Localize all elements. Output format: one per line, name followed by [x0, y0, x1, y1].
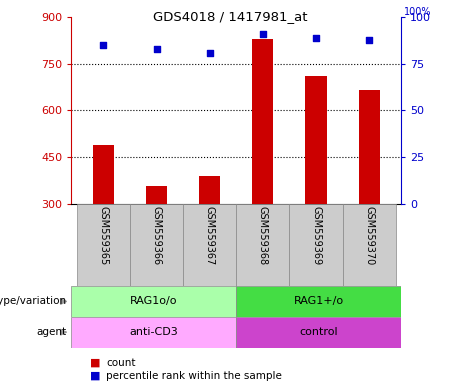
Text: percentile rank within the sample: percentile rank within the sample — [106, 371, 282, 381]
Text: GSM559366: GSM559366 — [152, 206, 161, 265]
Text: 100%: 100% — [404, 7, 432, 17]
Bar — [252, 39, 273, 204]
Bar — [130, 204, 183, 286]
Bar — [77, 204, 130, 286]
Point — [259, 31, 266, 37]
Text: GSM559365: GSM559365 — [98, 206, 108, 265]
Text: count: count — [106, 358, 136, 368]
Bar — [199, 175, 220, 204]
Bar — [236, 286, 401, 317]
Text: agent: agent — [37, 327, 67, 337]
Bar — [305, 76, 327, 204]
Text: genotype/variation: genotype/variation — [0, 296, 67, 306]
Point — [206, 50, 213, 56]
Text: RAG1+/o: RAG1+/o — [294, 296, 344, 306]
Text: GSM559369: GSM559369 — [311, 206, 321, 265]
Text: GDS4018 / 1417981_at: GDS4018 / 1417981_at — [153, 10, 308, 23]
Text: GSM559367: GSM559367 — [205, 206, 215, 265]
Bar — [93, 144, 114, 204]
Point — [153, 46, 160, 52]
Bar — [236, 204, 290, 286]
Text: control: control — [299, 327, 338, 337]
Bar — [71, 286, 236, 317]
Bar — [71, 317, 236, 348]
Bar — [146, 187, 167, 204]
Bar — [183, 204, 236, 286]
Bar — [290, 204, 343, 286]
Point — [366, 36, 373, 43]
Point — [312, 35, 319, 41]
Text: ■: ■ — [90, 371, 100, 381]
Text: ■: ■ — [90, 358, 100, 368]
Bar — [359, 90, 380, 204]
Point — [100, 42, 107, 48]
Bar — [236, 317, 401, 348]
Text: GSM559368: GSM559368 — [258, 206, 268, 265]
Text: anti-CD3: anti-CD3 — [130, 327, 178, 337]
Text: RAG1o/o: RAG1o/o — [130, 296, 177, 306]
Text: GSM559370: GSM559370 — [364, 206, 374, 265]
Bar — [343, 204, 396, 286]
